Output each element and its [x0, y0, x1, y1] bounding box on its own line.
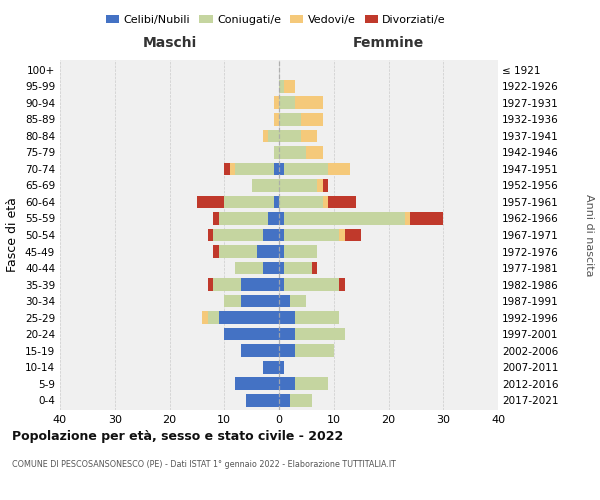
Bar — [284, 278, 339, 291]
Bar — [279, 113, 301, 126]
Bar — [246, 394, 279, 406]
Bar — [208, 311, 219, 324]
Text: Popolazione per età, sesso e stato civile - 2022: Popolazione per età, sesso e stato civil… — [12, 430, 343, 443]
Bar — [284, 228, 339, 241]
Bar — [279, 278, 284, 291]
Text: Maschi: Maschi — [142, 36, 197, 50]
Bar — [274, 96, 279, 110]
Bar — [224, 328, 279, 340]
Bar — [263, 130, 268, 142]
Bar — [301, 113, 323, 126]
Bar — [284, 162, 328, 175]
Bar — [279, 130, 301, 142]
Bar — [279, 262, 284, 274]
Bar — [230, 162, 235, 175]
Bar — [279, 311, 295, 324]
Bar — [317, 179, 323, 192]
Bar — [219, 311, 279, 324]
Bar — [339, 228, 345, 241]
Bar — [279, 146, 307, 159]
Text: COMUNE DI PESCOSANSONESCO (PE) - Dati ISTAT 1° gennaio 2022 - Elaborazione TUTTI: COMUNE DI PESCOSANSONESCO (PE) - Dati IS… — [12, 460, 396, 469]
Bar — [279, 360, 284, 374]
Bar — [279, 212, 284, 225]
Bar — [284, 262, 312, 274]
Bar — [202, 311, 208, 324]
Bar — [295, 96, 323, 110]
Bar — [284, 245, 317, 258]
Bar — [219, 212, 268, 225]
Bar — [328, 162, 350, 175]
Bar — [241, 294, 279, 308]
Bar — [405, 212, 410, 225]
Bar — [235, 262, 263, 274]
Bar — [279, 377, 295, 390]
Bar — [241, 278, 279, 291]
Bar — [235, 377, 279, 390]
Bar — [274, 162, 279, 175]
Bar — [290, 394, 312, 406]
Text: Femmine: Femmine — [353, 36, 424, 50]
Bar — [208, 278, 214, 291]
Bar — [279, 179, 317, 192]
Bar — [328, 196, 356, 208]
Bar — [301, 130, 317, 142]
Bar — [214, 228, 263, 241]
Bar — [214, 245, 219, 258]
Bar — [284, 212, 405, 225]
Bar — [295, 328, 345, 340]
Bar — [219, 245, 257, 258]
Bar — [279, 245, 284, 258]
Bar — [268, 130, 279, 142]
Bar — [279, 80, 284, 93]
Bar — [323, 196, 328, 208]
Bar — [279, 162, 284, 175]
Bar — [235, 162, 274, 175]
Bar — [279, 294, 290, 308]
Bar — [257, 245, 279, 258]
Bar — [279, 344, 295, 357]
Bar — [224, 162, 230, 175]
Bar — [345, 228, 361, 241]
Bar — [312, 262, 317, 274]
Bar — [241, 344, 279, 357]
Bar — [410, 212, 443, 225]
Bar — [279, 228, 284, 241]
Bar — [290, 294, 307, 308]
Bar — [214, 212, 219, 225]
Bar — [214, 278, 241, 291]
Bar — [224, 294, 241, 308]
Legend: Celibi/Nubili, Coniugati/e, Vedovi/e, Divorziati/e: Celibi/Nubili, Coniugati/e, Vedovi/e, Di… — [101, 10, 451, 29]
Bar — [279, 196, 323, 208]
Bar — [279, 96, 295, 110]
Bar — [251, 179, 279, 192]
Bar — [263, 360, 279, 374]
Bar — [284, 80, 295, 93]
Bar — [339, 278, 345, 291]
Bar — [323, 179, 328, 192]
Bar — [224, 196, 274, 208]
Y-axis label: Fasce di età: Fasce di età — [7, 198, 19, 272]
Bar — [307, 146, 323, 159]
Bar — [295, 311, 339, 324]
Bar — [274, 113, 279, 126]
Bar — [274, 196, 279, 208]
Bar — [197, 196, 224, 208]
Bar — [279, 394, 290, 406]
Bar — [279, 328, 295, 340]
Bar — [295, 344, 334, 357]
Bar — [295, 377, 328, 390]
Bar — [263, 228, 279, 241]
Bar — [268, 212, 279, 225]
Bar — [274, 146, 279, 159]
Text: Anni di nascita: Anni di nascita — [584, 194, 594, 276]
Bar — [208, 228, 214, 241]
Bar — [263, 262, 279, 274]
